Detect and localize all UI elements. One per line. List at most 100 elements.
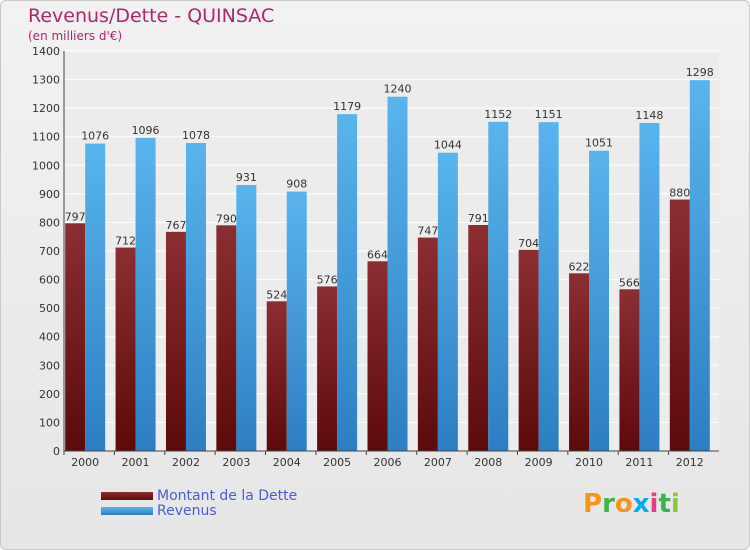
data-label-revenue: 1078 xyxy=(182,129,210,142)
x-tick-label: 2012 xyxy=(676,456,704,469)
x-tick-label: 2010 xyxy=(575,456,603,469)
y-tick-label: 300 xyxy=(39,359,60,372)
data-label-revenue: 931 xyxy=(236,171,257,184)
data-label-debt: 797 xyxy=(65,210,86,223)
logo-letter: i xyxy=(649,489,659,519)
logo-letter: o xyxy=(614,489,633,519)
x-tick-label: 2000 xyxy=(71,456,99,469)
bar-debt-2010 xyxy=(569,273,590,451)
y-tick-label: 1400 xyxy=(32,45,60,58)
y-tick-label: 1100 xyxy=(32,131,60,144)
x-tick-label: 2006 xyxy=(374,456,402,469)
bar-revenue-2008 xyxy=(488,121,509,451)
bar-revenue-2007 xyxy=(437,152,458,451)
data-label-debt: 622 xyxy=(569,260,590,273)
legend-item-revenue: Revenus xyxy=(101,502,297,519)
bar-debt-2003 xyxy=(216,225,237,451)
bar-revenue-2006 xyxy=(387,96,408,451)
data-label-debt: 880 xyxy=(669,187,690,200)
bar-debt-2002 xyxy=(165,231,186,451)
data-label-debt: 576 xyxy=(317,273,338,286)
data-label-debt: 664 xyxy=(367,248,388,261)
data-label-debt: 767 xyxy=(165,219,186,232)
bar-revenue-2012 xyxy=(689,80,710,452)
bar-revenue-2009 xyxy=(538,122,559,452)
bar-debt-2011 xyxy=(619,289,640,451)
data-label-revenue: 1096 xyxy=(132,124,160,137)
x-tick-label: 2004 xyxy=(273,456,301,469)
bar-revenue-2010 xyxy=(589,150,610,451)
bar-debt-2012 xyxy=(669,199,690,451)
bar-revenue-2002 xyxy=(185,143,206,451)
data-label-revenue: 1076 xyxy=(81,130,109,143)
data-label-debt: 791 xyxy=(468,212,489,225)
x-tick-label: 2005 xyxy=(323,456,351,469)
x-tick-label: 2002 xyxy=(172,456,200,469)
data-label-debt: 790 xyxy=(216,212,237,225)
y-tick-label: 500 xyxy=(39,302,60,315)
y-tick-label: 0 xyxy=(53,445,60,458)
data-label-revenue: 1179 xyxy=(333,100,361,113)
bar-revenue-2001 xyxy=(135,137,156,451)
bar-revenue-2003 xyxy=(236,185,257,451)
data-label-debt: 524 xyxy=(266,288,287,301)
data-label-revenue: 1044 xyxy=(434,139,462,152)
value-labels: 797 1076 712 1096 767 1078 790 931 524 908 576 1179… xyxy=(65,66,714,301)
legend-swatch-debt xyxy=(101,491,153,500)
logo-letter: i xyxy=(670,489,680,519)
proxiti-logo: Proxiti xyxy=(583,489,680,519)
x-tick-label: 2008 xyxy=(474,456,502,469)
bar-debt-2007 xyxy=(417,237,438,451)
y-tick-label: 1200 xyxy=(32,102,60,115)
logo-letter: P xyxy=(583,489,603,519)
page-title: Revenus/Dette - QUINSAC xyxy=(28,5,275,27)
legend-label-revenue: Revenus xyxy=(157,502,217,519)
y-tick-label: 800 xyxy=(39,216,60,229)
axes: 0 100 200 300 400 500 600 700 800 900 1000 1100 1200… xyxy=(32,45,719,469)
bar-debt-2004 xyxy=(266,301,287,451)
data-label-revenue: 1051 xyxy=(585,137,613,150)
bar-debt-2006 xyxy=(367,261,388,451)
y-tick-label: 1300 xyxy=(32,74,60,87)
data-label-revenue: 1148 xyxy=(635,109,663,122)
x-tick-label: 2011 xyxy=(625,456,653,469)
x-tick-label: 2009 xyxy=(525,456,553,469)
legend: Montant de la Dette Revenus xyxy=(101,487,298,519)
y-tick-label: 1000 xyxy=(32,159,60,172)
y-tick-label: 600 xyxy=(39,274,60,287)
legend-swatch-revenue xyxy=(101,506,153,515)
x-tick-label: 2001 xyxy=(122,456,150,469)
bar-debt-2008 xyxy=(468,225,489,451)
data-label-debt: 704 xyxy=(518,237,539,250)
legend-item-debt: Montant de la Dette xyxy=(101,487,298,504)
data-label-revenue: 908 xyxy=(286,178,307,191)
y-tick-label: 200 xyxy=(39,388,60,401)
bars xyxy=(65,80,710,452)
bar-revenue-2000 xyxy=(85,143,106,452)
x-tick-label: 2007 xyxy=(424,456,452,469)
chart-subtitle: (en milliers d'€) xyxy=(28,29,123,43)
data-label-revenue: 1152 xyxy=(484,108,512,121)
x-tick-label: 2003 xyxy=(222,456,250,469)
bar-revenue-2005 xyxy=(337,114,358,452)
data-label-debt: 747 xyxy=(417,225,438,238)
y-tick-label: 700 xyxy=(39,245,60,258)
bar-debt-2009 xyxy=(518,249,539,451)
bar-debt-2005 xyxy=(317,286,338,451)
data-label-debt: 712 xyxy=(115,235,136,248)
y-tick-label: 400 xyxy=(39,331,60,344)
legend-label-debt: Montant de la Dette xyxy=(157,487,298,504)
data-label-debt: 566 xyxy=(619,276,640,289)
data-label-revenue: 1240 xyxy=(384,83,412,96)
data-label-revenue: 1151 xyxy=(535,108,563,121)
logo-letter: t xyxy=(658,489,671,519)
logo-letter: x xyxy=(632,489,650,519)
bar-revenue-2011 xyxy=(639,123,660,451)
bar-revenue-2004 xyxy=(286,191,307,452)
bar-debt-2001 xyxy=(115,247,136,451)
data-label-revenue: 1298 xyxy=(686,66,714,79)
bar-debt-2000 xyxy=(65,223,86,451)
y-tick-label: 100 xyxy=(39,416,60,429)
